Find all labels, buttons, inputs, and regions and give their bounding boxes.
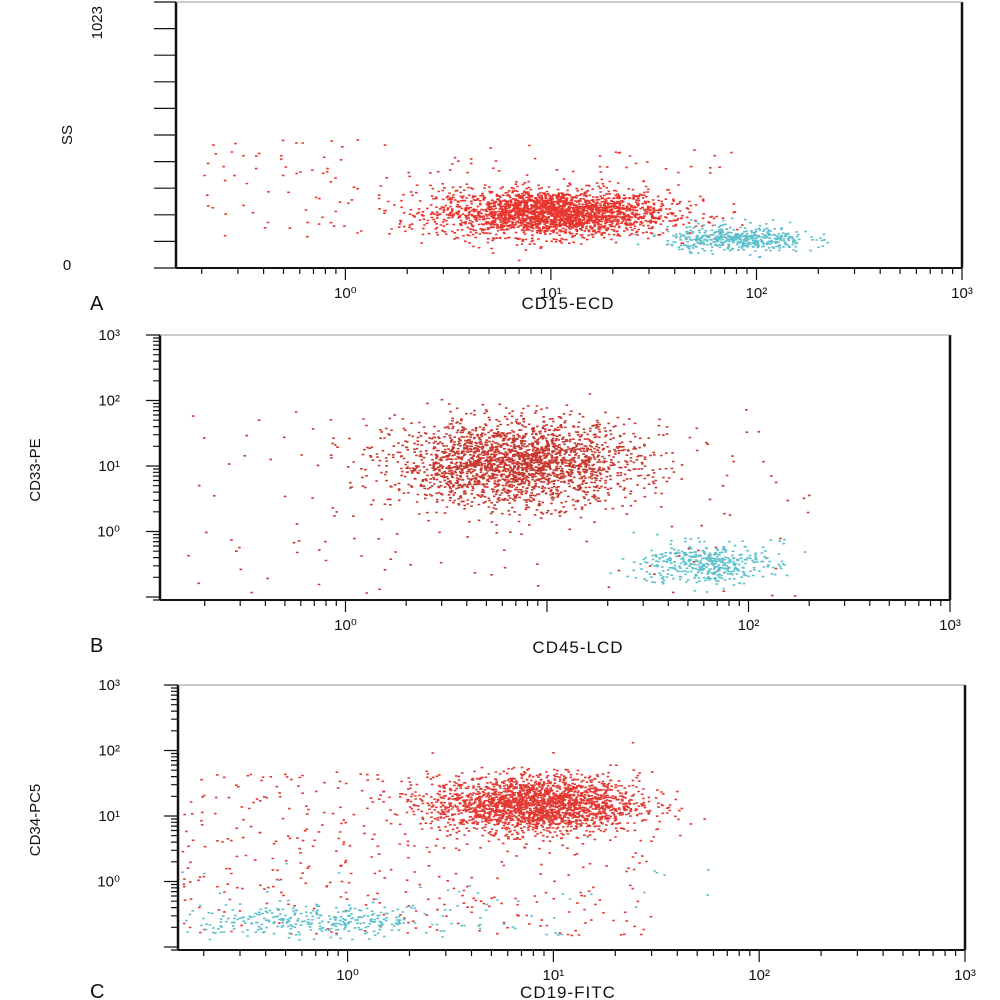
panel-b-y-tick-label: 10³ — [98, 327, 120, 344]
panel-b-y-axis-label: CD33-PE — [27, 438, 44, 501]
panel-b-y-tick-label: 10⁰ — [97, 524, 120, 541]
panel-c: 10⁰ 10¹ 10² 10³ 10⁰ 10¹ 10² 10³ CD19-FITC CD34-… — [27, 677, 976, 1000]
panel-c-label: C — [90, 981, 104, 1000]
panel-c-x-ticks — [203, 950, 966, 962]
panel-a-y-tick-label: 0 — [63, 257, 71, 274]
panel-c-y-tick-label: 10⁰ — [97, 874, 120, 891]
panel-c-series-1-points — [181, 741, 706, 937]
panel-c-series-2-points — [181, 862, 710, 941]
panel-b-y-tick-label: 10¹ — [98, 458, 120, 475]
panel-a-x-ticks — [201, 268, 963, 280]
panel-b-label: B — [90, 635, 103, 657]
panel-a-axes: 10⁰ 10¹ 10² 10³ 0 1023 — [63, 1, 973, 302]
panel-b: 10⁰ 10² 10³ 10⁰ 10¹ 10² 10³ CD45-LCD CD33-PE B — [27, 327, 961, 657]
panel-a-series-2-points — [633, 217, 830, 259]
panel-c-x-axis-label: CD19-FITC — [520, 983, 616, 1000]
panel-b-x-ticks — [204, 600, 951, 612]
panel-a: 10⁰ 10¹ 10² 10³ 0 1023 CD15-ECD SS A — [59, 1, 973, 315]
panel-a-x-tick-label: 10³ — [951, 285, 973, 302]
panel-b-x-tick-label: 10³ — [939, 617, 961, 634]
panel-c-y-axis-label: CD34-PC5 — [27, 784, 44, 857]
panel-c-axes: 10⁰ 10¹ 10² 10³ 10⁰ 10¹ 10² 10³ — [97, 677, 976, 984]
panel-a-x-tick-label: 10² — [746, 285, 768, 302]
panel-b-y-tick-label: 10² — [98, 393, 120, 410]
panel-b-series-2-points — [609, 531, 807, 593]
panel-a-points — [203, 139, 830, 262]
panel-b-x-tick-label: 10⁰ — [334, 617, 357, 634]
panel-b-axes: 10⁰ 10² 10³ 10⁰ 10¹ 10² 10³ — [97, 327, 961, 634]
panel-a-x-tick-label: 10⁰ — [334, 285, 357, 302]
panel-a-x-axis-label: CD15-ECD — [521, 294, 614, 313]
panel-c-points — [181, 741, 710, 941]
panel-c-x-tick-label: 10³ — [954, 967, 976, 984]
panel-c-y-ticks — [164, 684, 178, 951]
panel-a-y-ticks — [154, 1, 176, 269]
panel-c-x-tick-label: 10² — [748, 967, 770, 984]
panel-b-series-1-points — [187, 393, 811, 597]
panel-b-x-axis-label: CD45-LCD — [532, 638, 623, 657]
panel-c-y-tick-label: 10³ — [98, 677, 120, 694]
panel-c-y-tick-label: 10¹ — [98, 808, 120, 825]
panel-a-y-axis-label: SS — [59, 125, 76, 145]
panel-c-x-tick-label: 10¹ — [543, 967, 565, 984]
panel-a-series-1-points — [203, 139, 744, 262]
panel-c-x-tick-label: 10⁰ — [336, 967, 359, 984]
panel-a-x-tick-label: 10¹ — [540, 285, 562, 302]
panel-b-points — [187, 393, 811, 597]
panel-b-x-tick-label: 10² — [738, 617, 760, 634]
panel-b-y-ticks — [146, 334, 160, 601]
panel-a-y-tick-label: 1023 — [89, 6, 106, 39]
panel-c-y-tick-label: 10² — [98, 743, 120, 760]
panel-a-label: A — [90, 293, 104, 315]
